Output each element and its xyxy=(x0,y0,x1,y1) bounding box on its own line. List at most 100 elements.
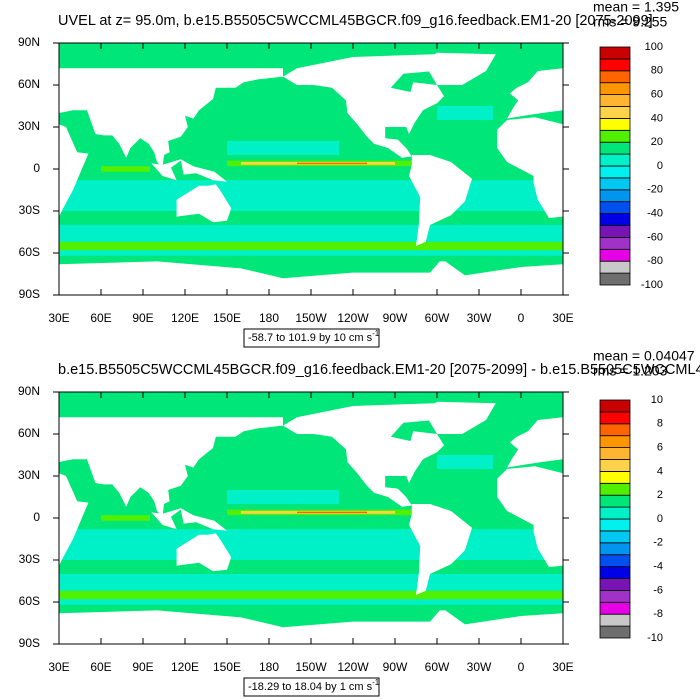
mean-label: mean = 1.395 xyxy=(593,0,679,15)
colorbar-label: -20 xyxy=(647,184,663,196)
land xyxy=(176,184,232,223)
x-tick-label: 30E xyxy=(48,311,69,325)
field-patch xyxy=(297,162,367,165)
y-tick-label: 30N xyxy=(18,119,40,133)
field-patch xyxy=(101,166,150,172)
colorbar-box xyxy=(599,260,631,274)
y-tick-label: 90N xyxy=(18,35,40,49)
colorbar-label: -8 xyxy=(653,608,663,620)
colorbar-box xyxy=(599,236,631,250)
colorbar-box xyxy=(599,82,631,95)
colorbar-box xyxy=(599,213,631,226)
x-tick-label: 180 xyxy=(259,660,279,674)
field-patch xyxy=(297,511,367,514)
land xyxy=(59,610,563,644)
x-tick-label: 90E xyxy=(132,660,153,674)
y-tick-label: 0 xyxy=(33,161,40,175)
field-patch xyxy=(59,529,563,560)
field-patch xyxy=(227,141,339,155)
x-tick-label: 120E xyxy=(171,660,199,674)
colorbar-box xyxy=(599,225,631,238)
info-sup: -1 xyxy=(372,678,380,687)
colorbar-box xyxy=(599,423,631,437)
info-main: -18.29 to 18.04 by 1 cm s xyxy=(248,681,373,693)
colorbar-box xyxy=(599,578,631,591)
y-tick-label: 60S xyxy=(19,594,40,608)
colorbar-label: -2 xyxy=(653,537,663,549)
map xyxy=(59,43,563,295)
land xyxy=(59,417,283,517)
x-tick-label: 90E xyxy=(132,311,153,325)
land xyxy=(497,466,563,567)
y-tick-label: 0 xyxy=(33,510,40,524)
colorbar-box xyxy=(599,46,631,60)
land xyxy=(59,68,283,168)
x-tick-label: 120W xyxy=(337,311,369,325)
chart-title: b.e15.B5505C5WCCML45BGCR.f09_g16.feedbac… xyxy=(58,362,700,378)
x-tick-label: 30E xyxy=(552,660,573,674)
y-tick-label: 30S xyxy=(19,203,40,217)
colorbar-label: -40 xyxy=(647,208,663,220)
colorbar-label: 60 xyxy=(651,89,663,101)
info-text: -18.29 to 18.04 by 1 cm s-1 xyxy=(248,678,380,693)
info-sup: -1 xyxy=(372,329,380,338)
colorbar-box xyxy=(599,506,631,520)
field-patch xyxy=(101,515,150,521)
colorbar-box xyxy=(599,153,631,167)
land xyxy=(409,155,472,246)
colorbar-label: 8 xyxy=(657,418,663,430)
colorbar-box xyxy=(599,58,631,72)
colorbar-label: 2 xyxy=(657,489,663,501)
x-tick-label: 0 xyxy=(518,660,525,674)
land xyxy=(497,117,563,218)
land xyxy=(283,403,444,507)
colorbar-label: -6 xyxy=(653,584,663,596)
x-tick-label: 0 xyxy=(518,311,525,325)
land xyxy=(151,508,227,531)
field-patch xyxy=(59,180,563,211)
colorbar-box xyxy=(599,625,631,639)
x-tick-label: 150W xyxy=(295,660,327,674)
colorbar-box xyxy=(599,118,631,131)
x-tick-label: 60E xyxy=(90,660,111,674)
land xyxy=(409,504,472,595)
x-tick-label: 60W xyxy=(425,311,450,325)
field-patch xyxy=(59,590,563,600)
field-patch xyxy=(437,106,493,120)
x-tick-label: 150E xyxy=(213,311,241,325)
land xyxy=(151,159,227,182)
colorbar-box xyxy=(599,399,631,413)
colorbar-label: 20 xyxy=(651,136,663,148)
land xyxy=(283,54,444,158)
info-box xyxy=(243,677,380,697)
colorbar-box xyxy=(599,518,631,532)
land xyxy=(507,68,563,119)
x-tick-label: 90W xyxy=(383,311,408,325)
x-tick-label: 180 xyxy=(259,311,279,325)
land xyxy=(176,533,232,572)
x-tick-label: 60W xyxy=(425,660,450,674)
rms-label: rms = 1.203 xyxy=(593,363,668,379)
x-tick-label: 120E xyxy=(171,311,199,325)
colorbar-label: 0 xyxy=(657,513,663,525)
colorbar-box xyxy=(599,530,631,544)
colorbar-box xyxy=(599,94,631,107)
y-tick-label: 30N xyxy=(18,468,40,482)
land xyxy=(59,473,89,566)
x-tick-label: 30W xyxy=(467,660,492,674)
colorbar-box xyxy=(599,248,631,262)
colorbar-box xyxy=(599,590,631,603)
x-tick-label: 150W xyxy=(295,311,327,325)
colorbar-box xyxy=(599,554,631,568)
colorbar-box xyxy=(599,177,631,191)
rms-label: rms = 9.255 xyxy=(593,14,668,30)
colorbar-label: 40 xyxy=(651,112,663,124)
colorbar-box xyxy=(599,129,631,143)
mean-label: mean = 0.04047 xyxy=(593,348,695,364)
colorbar-label: 100 xyxy=(645,41,663,53)
colorbar-box xyxy=(599,411,631,425)
colorbar-label: 80 xyxy=(651,65,663,77)
colorbar-box xyxy=(599,566,631,579)
colorbar-label: -10 xyxy=(647,632,663,644)
